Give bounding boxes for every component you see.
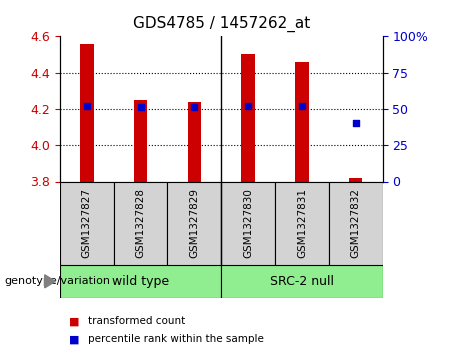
- Text: GSM1327829: GSM1327829: [189, 188, 200, 258]
- FancyBboxPatch shape: [329, 182, 383, 265]
- Bar: [134, 100, 148, 182]
- Point: [298, 103, 306, 109]
- Point: [244, 103, 252, 109]
- Bar: [188, 102, 201, 182]
- Text: ■: ■: [69, 316, 80, 326]
- FancyBboxPatch shape: [275, 182, 329, 265]
- FancyBboxPatch shape: [221, 265, 383, 298]
- Text: GSM1327830: GSM1327830: [243, 188, 253, 258]
- Text: GSM1327828: GSM1327828: [136, 188, 146, 258]
- Point: [352, 121, 360, 126]
- Point: [137, 105, 144, 110]
- Text: GSM1327827: GSM1327827: [82, 188, 92, 258]
- FancyBboxPatch shape: [167, 182, 221, 265]
- Text: GSM1327831: GSM1327831: [297, 188, 307, 258]
- Text: genotype/variation: genotype/variation: [5, 276, 111, 286]
- Bar: [349, 178, 362, 182]
- Bar: [80, 44, 94, 182]
- Bar: [242, 54, 255, 182]
- Text: wild type: wild type: [112, 275, 169, 288]
- FancyBboxPatch shape: [60, 182, 114, 265]
- Point: [191, 105, 198, 110]
- Title: GDS4785 / 1457262_at: GDS4785 / 1457262_at: [133, 16, 310, 32]
- Text: ■: ■: [69, 334, 80, 344]
- Text: transformed count: transformed count: [88, 316, 185, 326]
- FancyBboxPatch shape: [221, 182, 275, 265]
- Text: percentile rank within the sample: percentile rank within the sample: [88, 334, 264, 344]
- Text: GSM1327832: GSM1327832: [351, 188, 361, 258]
- Point: [83, 103, 90, 109]
- Text: SRC-2 null: SRC-2 null: [270, 275, 334, 288]
- FancyBboxPatch shape: [60, 265, 221, 298]
- FancyBboxPatch shape: [114, 182, 167, 265]
- Bar: [295, 62, 309, 182]
